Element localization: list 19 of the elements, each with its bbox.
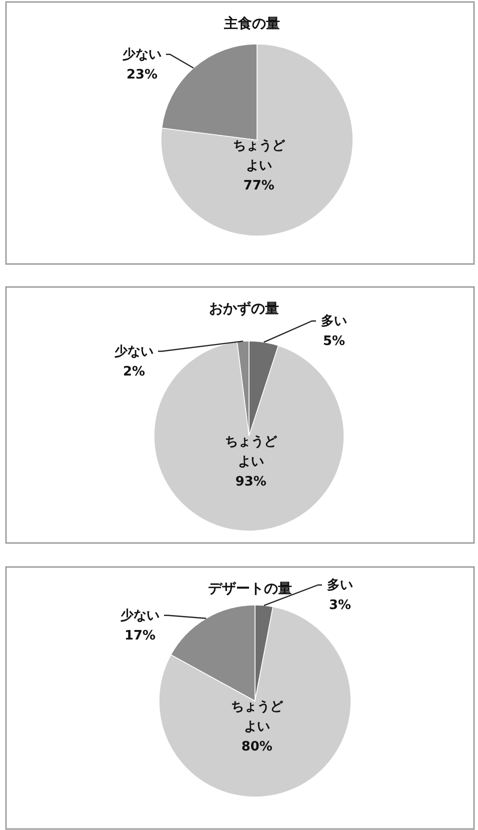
slice-label: 多い [321, 314, 347, 329]
slice-label: ちょうどよい [230, 700, 284, 735]
data-label: 5% [322, 334, 346, 349]
chart-title: デザートの量 [208, 581, 292, 597]
data-label: 77% [243, 178, 274, 194]
slice-label: 少ない [122, 47, 162, 62]
data-label: 23% [126, 67, 158, 82]
data-label: 2% [122, 364, 146, 380]
data-label: 3% [328, 598, 352, 613]
chart-title: 主食の量 [223, 15, 280, 32]
data-label: 17% [124, 628, 156, 644]
data-label: 93% [235, 474, 266, 490]
slice-label: 多い [327, 578, 353, 593]
slice-label: 少ない [120, 608, 160, 624]
slice-label: ちょうどよい [224, 434, 278, 470]
slice-label: ちょうどよい [232, 138, 286, 174]
slice-label: 少ない [114, 344, 154, 360]
data-label: 80% [241, 740, 272, 755]
chart-title: おかずの量 [209, 301, 279, 317]
